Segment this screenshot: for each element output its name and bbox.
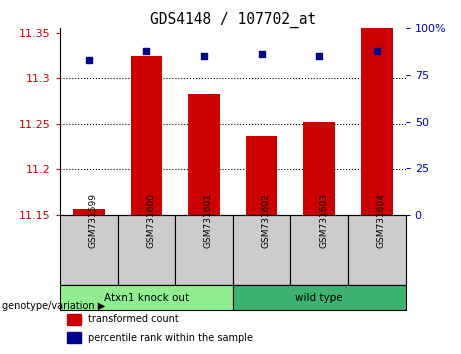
Bar bbox=[348, 215, 406, 285]
Bar bbox=[188, 94, 220, 215]
Bar bbox=[361, 28, 393, 215]
Point bbox=[315, 53, 323, 59]
Bar bbox=[233, 285, 406, 310]
Point bbox=[258, 52, 266, 57]
Text: GSM731601: GSM731601 bbox=[204, 193, 213, 248]
Text: GSM731603: GSM731603 bbox=[319, 193, 328, 248]
Text: Atxn1 knock out: Atxn1 knock out bbox=[104, 293, 189, 303]
Bar bbox=[233, 215, 290, 285]
Bar bbox=[73, 209, 105, 215]
Text: genotype/variation ▶: genotype/variation ▶ bbox=[2, 301, 106, 311]
Bar bbox=[60, 285, 233, 310]
Text: transformed count: transformed count bbox=[88, 314, 178, 324]
Bar bbox=[175, 215, 233, 285]
Bar bbox=[67, 332, 81, 343]
Title: GDS4148 / 107702_at: GDS4148 / 107702_at bbox=[150, 12, 316, 28]
Bar bbox=[246, 136, 278, 215]
Bar bbox=[118, 215, 175, 285]
Point bbox=[200, 53, 207, 59]
Text: GSM731600: GSM731600 bbox=[146, 193, 155, 248]
Text: percentile rank within the sample: percentile rank within the sample bbox=[88, 333, 253, 343]
Text: GSM731602: GSM731602 bbox=[262, 193, 271, 248]
Text: GSM731604: GSM731604 bbox=[377, 193, 386, 248]
Point bbox=[85, 57, 92, 63]
Text: GSM731599: GSM731599 bbox=[89, 193, 98, 248]
Bar bbox=[130, 56, 162, 215]
Bar bbox=[303, 122, 335, 215]
Text: wild type: wild type bbox=[296, 293, 343, 303]
Bar bbox=[290, 215, 348, 285]
Bar bbox=[67, 314, 81, 325]
Point bbox=[142, 48, 150, 53]
Bar bbox=[60, 215, 118, 285]
Point bbox=[373, 48, 381, 53]
